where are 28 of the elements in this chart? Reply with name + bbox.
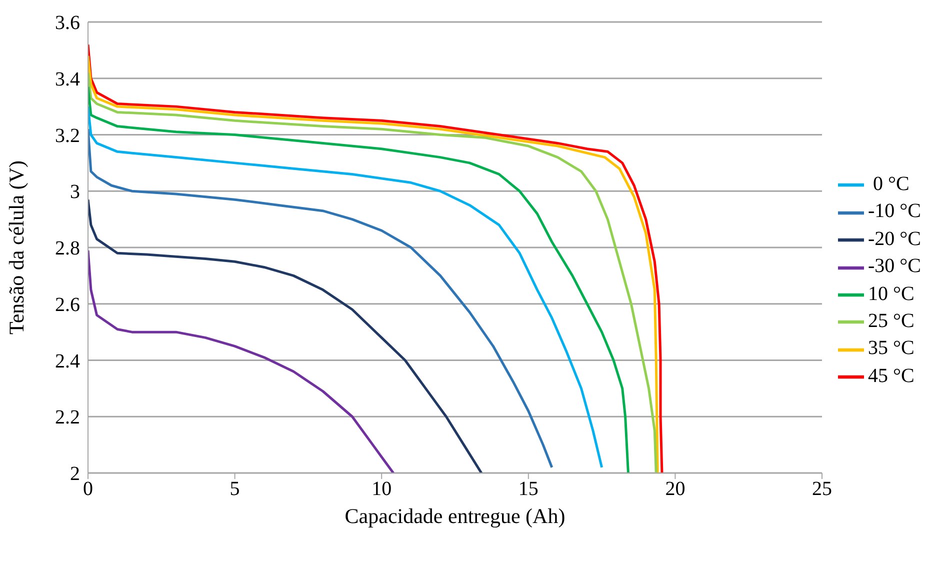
line-series xyxy=(88,128,554,469)
y-tick-label: 3.6 xyxy=(55,12,80,34)
line-series xyxy=(88,249,395,473)
legend-label: 0 °C xyxy=(872,172,910,195)
x-tick-label: 15 xyxy=(518,478,538,500)
y-tick-label: 3 xyxy=(70,181,80,204)
y-tick-label: 2.8 xyxy=(55,238,80,260)
x-tick-label: 25 xyxy=(812,478,832,500)
y-tick-label: 2 xyxy=(70,463,80,486)
x-tick-label: 20 xyxy=(665,478,686,500)
y-axis-title: Tensão da célula (V) xyxy=(4,160,28,335)
y-tick-label: 2.4 xyxy=(55,350,80,372)
legend-label: -20 °C xyxy=(868,228,921,250)
legend-label: 10 °C xyxy=(868,282,914,304)
y-tick-label: 2.2 xyxy=(55,406,80,429)
x-tick-label: 5 xyxy=(230,478,240,500)
x-axis-title: Capacidade entregue (Ah) xyxy=(344,504,566,528)
y-tick-label: 3.4 xyxy=(55,68,80,90)
x-tick-label: 0 xyxy=(83,478,93,500)
x-tick-label: 10 xyxy=(372,478,392,500)
legend-label: 35 °C xyxy=(868,337,914,360)
y-tick-label: 3.2 xyxy=(55,124,80,147)
legend-label: -30 °C xyxy=(868,255,921,278)
legend-label: 45 °C xyxy=(868,364,914,387)
y-tick-label: 2.6 xyxy=(55,294,80,316)
legend-label: 25 °C xyxy=(868,310,914,332)
legend-label: -10 °C xyxy=(868,200,921,222)
line-series xyxy=(88,198,483,473)
